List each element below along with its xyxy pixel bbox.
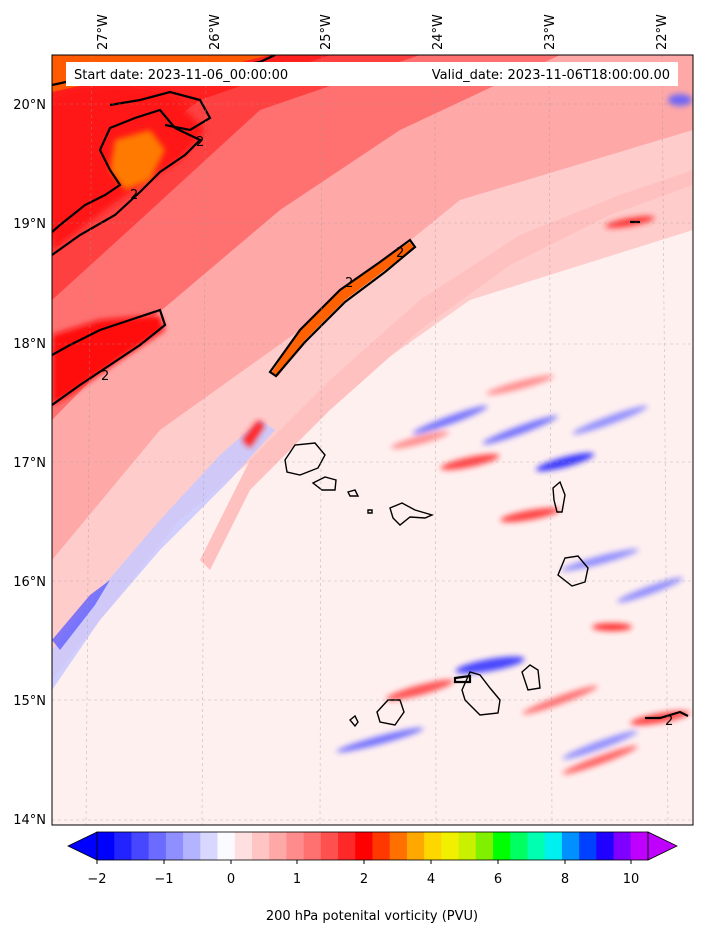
colorbar-segment [475, 832, 494, 860]
colorbar-segment [458, 832, 477, 860]
lon-label: 26°W [208, 14, 223, 50]
lat-label: 18°N [13, 337, 46, 352]
lon-label: 22°W [655, 14, 670, 50]
colorbar-segment [596, 832, 615, 860]
colorbar-segment [165, 832, 184, 860]
colorbar-tick: 10 [623, 872, 640, 887]
colorbar-segment [630, 832, 649, 860]
colorbar-segment [131, 832, 150, 860]
lat-label: 20°N [13, 98, 46, 113]
colorbar-tick: 1 [293, 872, 301, 887]
colorbar-segment [269, 832, 287, 860]
colorbar-tick-labels: −2 −1 0 1 2 4 6 8 10 14 [87, 872, 639, 887]
lat-label: 14°N [13, 813, 46, 828]
colorbar-segment [493, 832, 511, 860]
colorbar-segment [424, 832, 442, 860]
colorbar-segment [355, 832, 373, 860]
colorbar-segment [183, 832, 201, 860]
colorbar-segment [389, 832, 408, 860]
contour-label: 2 [345, 276, 353, 291]
lat-label: 16°N [13, 575, 46, 590]
colorbar-tick: 6 [494, 872, 502, 887]
colorbar-min-arrow [67, 831, 98, 861]
colorbar-segment [234, 832, 253, 860]
colorbar-tick: 0 [227, 872, 235, 887]
latitude-labels: 20°N 19°N 18°N 17°N 16°N 15°N 14°N [13, 98, 46, 828]
colorbar-segment [338, 832, 356, 860]
pv-field [52, 55, 693, 825]
contour-label: 2 [665, 714, 673, 729]
lat-label: 15°N [13, 694, 46, 709]
lat-label: 19°N [13, 217, 46, 232]
colorbar-max-arrow [647, 831, 678, 861]
colorbar-segment [406, 832, 425, 860]
colorbar-segment [544, 832, 563, 860]
colorbar-segment [579, 832, 597, 860]
colorbar-segment [217, 832, 236, 860]
colorbar-segment [114, 832, 132, 860]
colorbar-caption: 200 hPa potenital vorticity (PVU) [266, 909, 478, 924]
contour-labels: 2 2 2 2 2 2 [101, 135, 673, 729]
contour-label: 2 [130, 188, 138, 203]
colorbar-segment [320, 832, 339, 860]
colorbar-tick: 4 [427, 872, 435, 887]
colorbar-segment [97, 832, 115, 860]
colorbar-segment [303, 832, 322, 860]
contour-label: 2 [101, 369, 109, 384]
colorbar-segment [286, 832, 305, 860]
colorbar-tick: 2 [360, 872, 368, 887]
lon-label: 24°W [431, 14, 446, 50]
colorbar-tick: −1 [154, 872, 173, 887]
start-date-label: Start date: 2023-11-06_00:00:00 [74, 68, 288, 83]
colorbar [67, 831, 678, 864]
colorbar-segment [561, 832, 580, 860]
colorbar-segment [441, 832, 460, 860]
colorbar-frame [96, 831, 649, 861]
contour-label: 2 [396, 246, 404, 261]
colorbar-tick: −2 [87, 872, 106, 887]
colorbar-segment [372, 832, 391, 860]
valid-date-label: Valid_date: 2023-11-06T18:00:00.00 [432, 68, 670, 83]
lon-label: 23°W [543, 14, 558, 50]
lat-label: 17°N [13, 456, 46, 471]
colorbar-segment [613, 832, 632, 860]
lon-label: 25°W [319, 14, 334, 50]
longitude-labels: 27°W 26°W 25°W 24°W 23°W 22°W [96, 14, 670, 50]
contour-label: 2 [196, 135, 204, 150]
map-frame [51, 54, 694, 826]
colorbar-tick: 8 [561, 872, 569, 887]
header-box [66, 62, 678, 86]
colorbar-segment [251, 832, 270, 860]
lon-label: 27°W [96, 14, 111, 50]
colorbar-segment [527, 832, 546, 860]
colorbar-segment [148, 832, 167, 860]
colorbar-segment [200, 832, 219, 860]
colorbar-segment [510, 832, 528, 860]
